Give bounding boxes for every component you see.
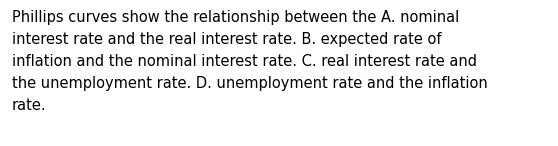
Text: the unemployment rate. D. unemployment rate and the inflation: the unemployment rate. D. unemployment r…: [12, 76, 488, 91]
Text: inflation and the nominal interest rate. C. real interest rate and: inflation and the nominal interest rate.…: [12, 54, 477, 69]
Text: Phillips curves show the relationship between the A. nominal: Phillips curves show the relationship be…: [12, 10, 459, 25]
Text: interest rate and the real interest rate. B. expected rate of: interest rate and the real interest rate…: [12, 32, 441, 47]
Text: rate.: rate.: [12, 98, 47, 113]
